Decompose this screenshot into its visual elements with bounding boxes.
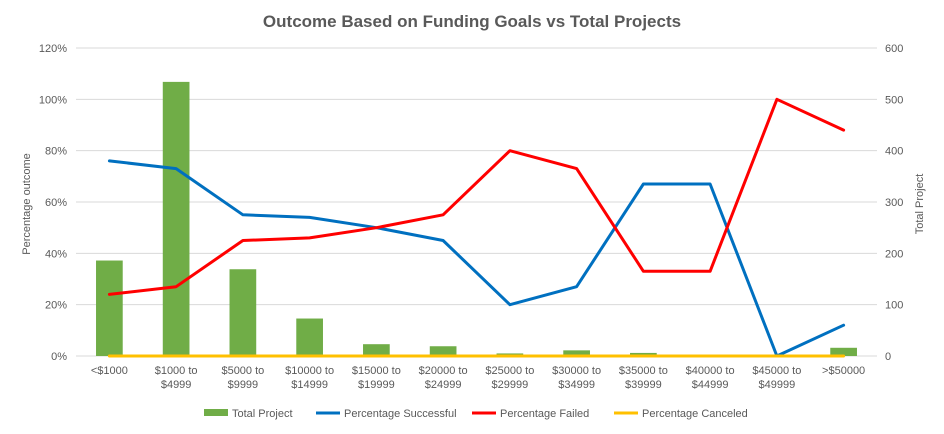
gridlines — [76, 47, 877, 357]
y-right-tick-label: 100 — [885, 300, 903, 312]
x-tick-label: >$50000 — [822, 365, 865, 377]
bar-total-project — [563, 350, 590, 356]
legend-label: Percentage Successful — [344, 408, 457, 420]
y-axis-left-title: Percentage outcome — [21, 153, 33, 255]
bar-total-project — [429, 346, 457, 356]
y-right-tick-label: 300 — [885, 197, 903, 209]
x-tick-label: $5000 to $9999 — [221, 365, 264, 391]
bar-total-project — [162, 81, 190, 356]
chart-title: Outcome Based on Funding Goals vs Total … — [263, 12, 681, 31]
bars — [96, 81, 857, 356]
legend-label: Total Project — [232, 408, 293, 420]
y-left-tick-label: 120% — [39, 43, 67, 55]
y-left-tick-label: 60% — [45, 197, 67, 209]
x-tick-label: $40000 to $44999 — [686, 365, 735, 391]
x-tick-label: $30000 to $34999 — [552, 365, 601, 391]
y-right-tick-label: 0 — [885, 351, 891, 363]
legend-swatch — [204, 409, 228, 416]
y-left-tick-label: 100% — [39, 94, 67, 106]
x-tick-label: $10000 to $14999 — [285, 365, 334, 391]
line-percentage-failed — [107, 97, 846, 296]
x-tick-label: $45000 to $49999 — [752, 365, 801, 391]
line-percentage-successful — [107, 159, 846, 358]
x-tick-label: <$1000 — [91, 365, 128, 377]
y-left-tick-label: 80% — [45, 146, 67, 158]
bar-total-project — [630, 352, 657, 356]
tick-labels: 0% 0 20% 100 40% 200 60% 300 80% 400 100% 500 120% 60… — [39, 43, 904, 391]
bar-total-project — [229, 269, 257, 356]
y-left-tick-label: 0% — [51, 351, 67, 363]
x-tick-label: $20000 to $24999 — [419, 365, 468, 391]
y-right-tick-label: 500 — [885, 94, 903, 106]
x-tick-label: $25000 to $29999 — [485, 365, 534, 391]
y-right-tick-label: 400 — [885, 146, 903, 158]
legend: Total Project Percentage Successful Percen… — [204, 408, 748, 420]
series-lines — [107, 97, 846, 358]
y-left-tick-label: 40% — [45, 248, 67, 260]
bar-total-project — [830, 347, 857, 356]
legend-label: Percentage Failed — [500, 408, 589, 420]
y-right-tick-label: 600 — [885, 43, 903, 55]
bar-total-project — [296, 318, 323, 356]
bar-total-project — [96, 260, 123, 356]
y-right-tick-label: 200 — [885, 248, 903, 260]
x-tick-label: $1000 to $4999 — [155, 365, 198, 391]
bar-total-project — [363, 344, 390, 356]
y-left-tick-label: 20% — [45, 300, 67, 312]
x-tick-label: $35000 to $39999 — [619, 365, 668, 391]
y-axis-right-title: Total Project — [914, 174, 926, 235]
x-tick-label: $15000 to $19999 — [352, 365, 401, 391]
legend-label: Percentage Canceled — [642, 408, 748, 420]
